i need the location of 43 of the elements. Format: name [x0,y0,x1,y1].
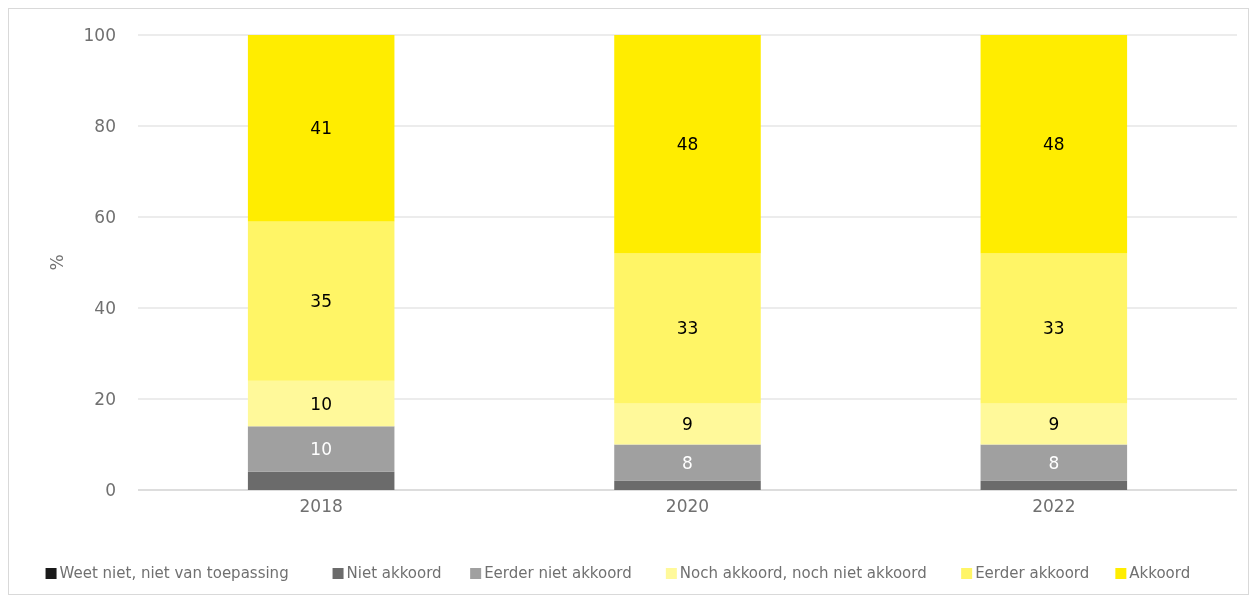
legend-label: Akkoord [1129,564,1191,583]
data-label: 8 [1048,452,1060,473]
data-label: 48 [1043,134,1065,155]
data-label: 33 [676,318,699,339]
bar [614,403,761,445]
y-tick-label: 40 [94,297,116,318]
bar [247,35,395,222]
y-tick-label: 20 [94,388,116,409]
legend-label: Niet akkoord [346,564,442,583]
data-label: 35 [310,291,332,312]
y-tick-label: 0 [105,479,116,500]
bar [247,426,395,472]
bar [614,35,761,254]
bar [247,380,395,427]
data-label: 10 [310,439,332,459]
bar [980,35,1128,254]
legend-label: Eerder akkoord [975,564,1090,583]
y-axis-title: % [47,254,67,271]
bar [614,253,761,404]
bar [247,221,395,381]
data-label: 9 [682,413,693,434]
data-label: 8 [682,452,693,473]
bar [980,253,1128,404]
y-tick-label: 80 [94,115,116,136]
bar [980,480,1128,490]
legend-label: Eerder niet akkoord [484,564,632,583]
x-tick-label: 2018 [299,496,343,516]
bar [980,403,1128,445]
legend-label: Weet niet, niet van toepassing [59,564,289,583]
bar [980,444,1128,481]
bar [614,444,761,481]
x-tick-label: 2020 [665,496,710,516]
data-label: 33 [1043,318,1065,339]
x-tick-label: 2022 [1032,496,1076,516]
data-label: 10 [310,393,332,414]
legend-label: Noch akkoord, noch niet akkoord [679,564,927,583]
bar [614,480,761,490]
bar [247,471,395,490]
y-tick-label: 60 [94,206,116,227]
y-tick-label: 100 [83,24,116,45]
data-label: 9 [1048,413,1060,434]
data-label: 48 [676,134,699,155]
data-label: 41 [310,118,332,139]
